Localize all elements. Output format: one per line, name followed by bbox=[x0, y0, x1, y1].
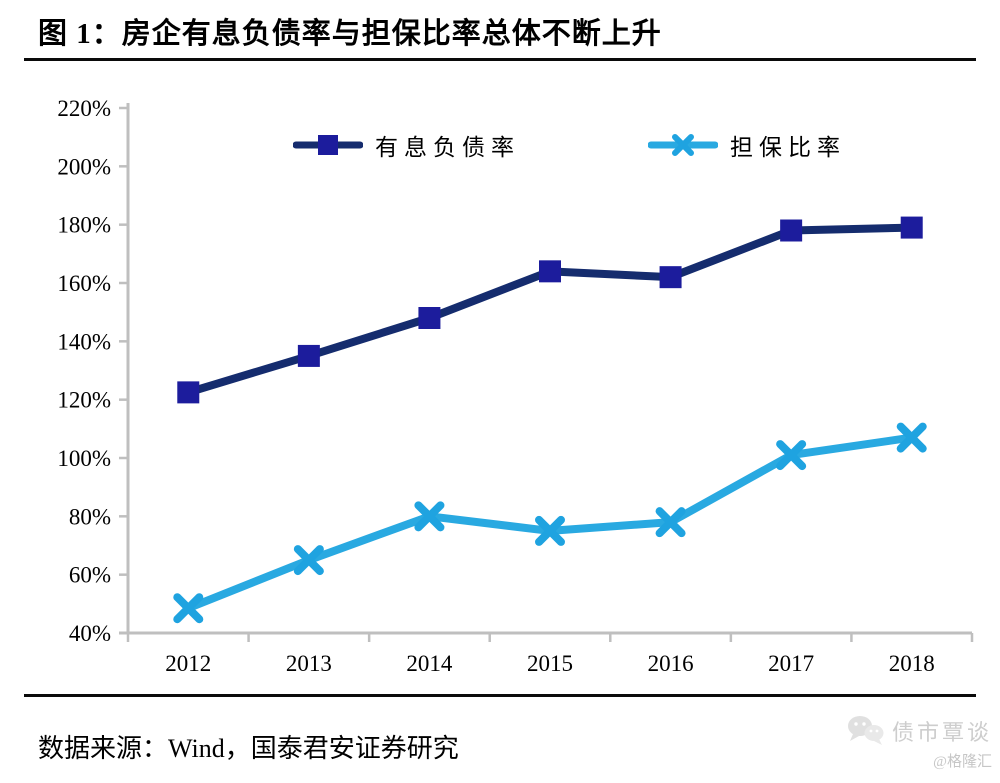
svg-text:60%: 60% bbox=[69, 563, 111, 588]
blue-line-x-swatch bbox=[648, 134, 718, 156]
svg-text:200%: 200% bbox=[57, 154, 111, 179]
svg-text:2013: 2013 bbox=[286, 651, 332, 676]
svg-text:140%: 140% bbox=[57, 329, 111, 354]
svg-text:2017: 2017 bbox=[768, 651, 814, 676]
svg-text:40%: 40% bbox=[69, 621, 111, 646]
watermark-handle: @格隆汇 bbox=[933, 754, 992, 770]
watermark-name: 债市覃谈 bbox=[891, 719, 992, 745]
svg-text:220%: 220% bbox=[57, 96, 111, 121]
svg-text:2016: 2016 bbox=[648, 651, 694, 676]
data-source: 数据来源：Wind，国泰君安证券研究 bbox=[38, 734, 459, 763]
legend-label-guarantee-ratio: 担保比率 bbox=[730, 135, 846, 160]
legend-item-guarantee-ratio: 担保比率 bbox=[648, 128, 846, 162]
svg-text:160%: 160% bbox=[57, 271, 111, 296]
svg-text:180%: 180% bbox=[57, 213, 111, 238]
svg-text:120%: 120% bbox=[57, 388, 111, 413]
chart-legend: 有息负债率 担保比率 bbox=[293, 128, 846, 162]
legend-label-interest-debt-ratio: 有息负债率 bbox=[375, 135, 520, 160]
svg-text:100%: 100% bbox=[57, 446, 111, 471]
watermark-row: 债市覃谈 bbox=[846, 714, 992, 747]
svg-text:2015: 2015 bbox=[527, 651, 573, 676]
footer-divider bbox=[24, 694, 976, 697]
legend-item-interest-debt-ratio: 有息负债率 bbox=[293, 128, 520, 162]
page-title: 图 1：房企有息负债率与担保比率总体不断上升 bbox=[38, 18, 662, 50]
svg-text:2012: 2012 bbox=[165, 651, 211, 676]
svg-text:2018: 2018 bbox=[889, 651, 935, 676]
line-chart: 220% 200% 180% 160% 140% 120% 100% 80% 60% 40% 201… bbox=[0, 80, 1000, 695]
svg-text:80%: 80% bbox=[69, 504, 111, 529]
navy-line-square-swatch bbox=[293, 135, 363, 155]
wechat-icon bbox=[847, 716, 884, 745]
title-divider bbox=[24, 58, 976, 61]
watermark: 债市覃谈 @格隆汇 bbox=[846, 714, 992, 771]
chart-canvas: 220% 200% 180% 160% 140% 120% 100% 80% 60% 40% 201… bbox=[57, 96, 974, 676]
svg-text:2014: 2014 bbox=[406, 651, 453, 676]
